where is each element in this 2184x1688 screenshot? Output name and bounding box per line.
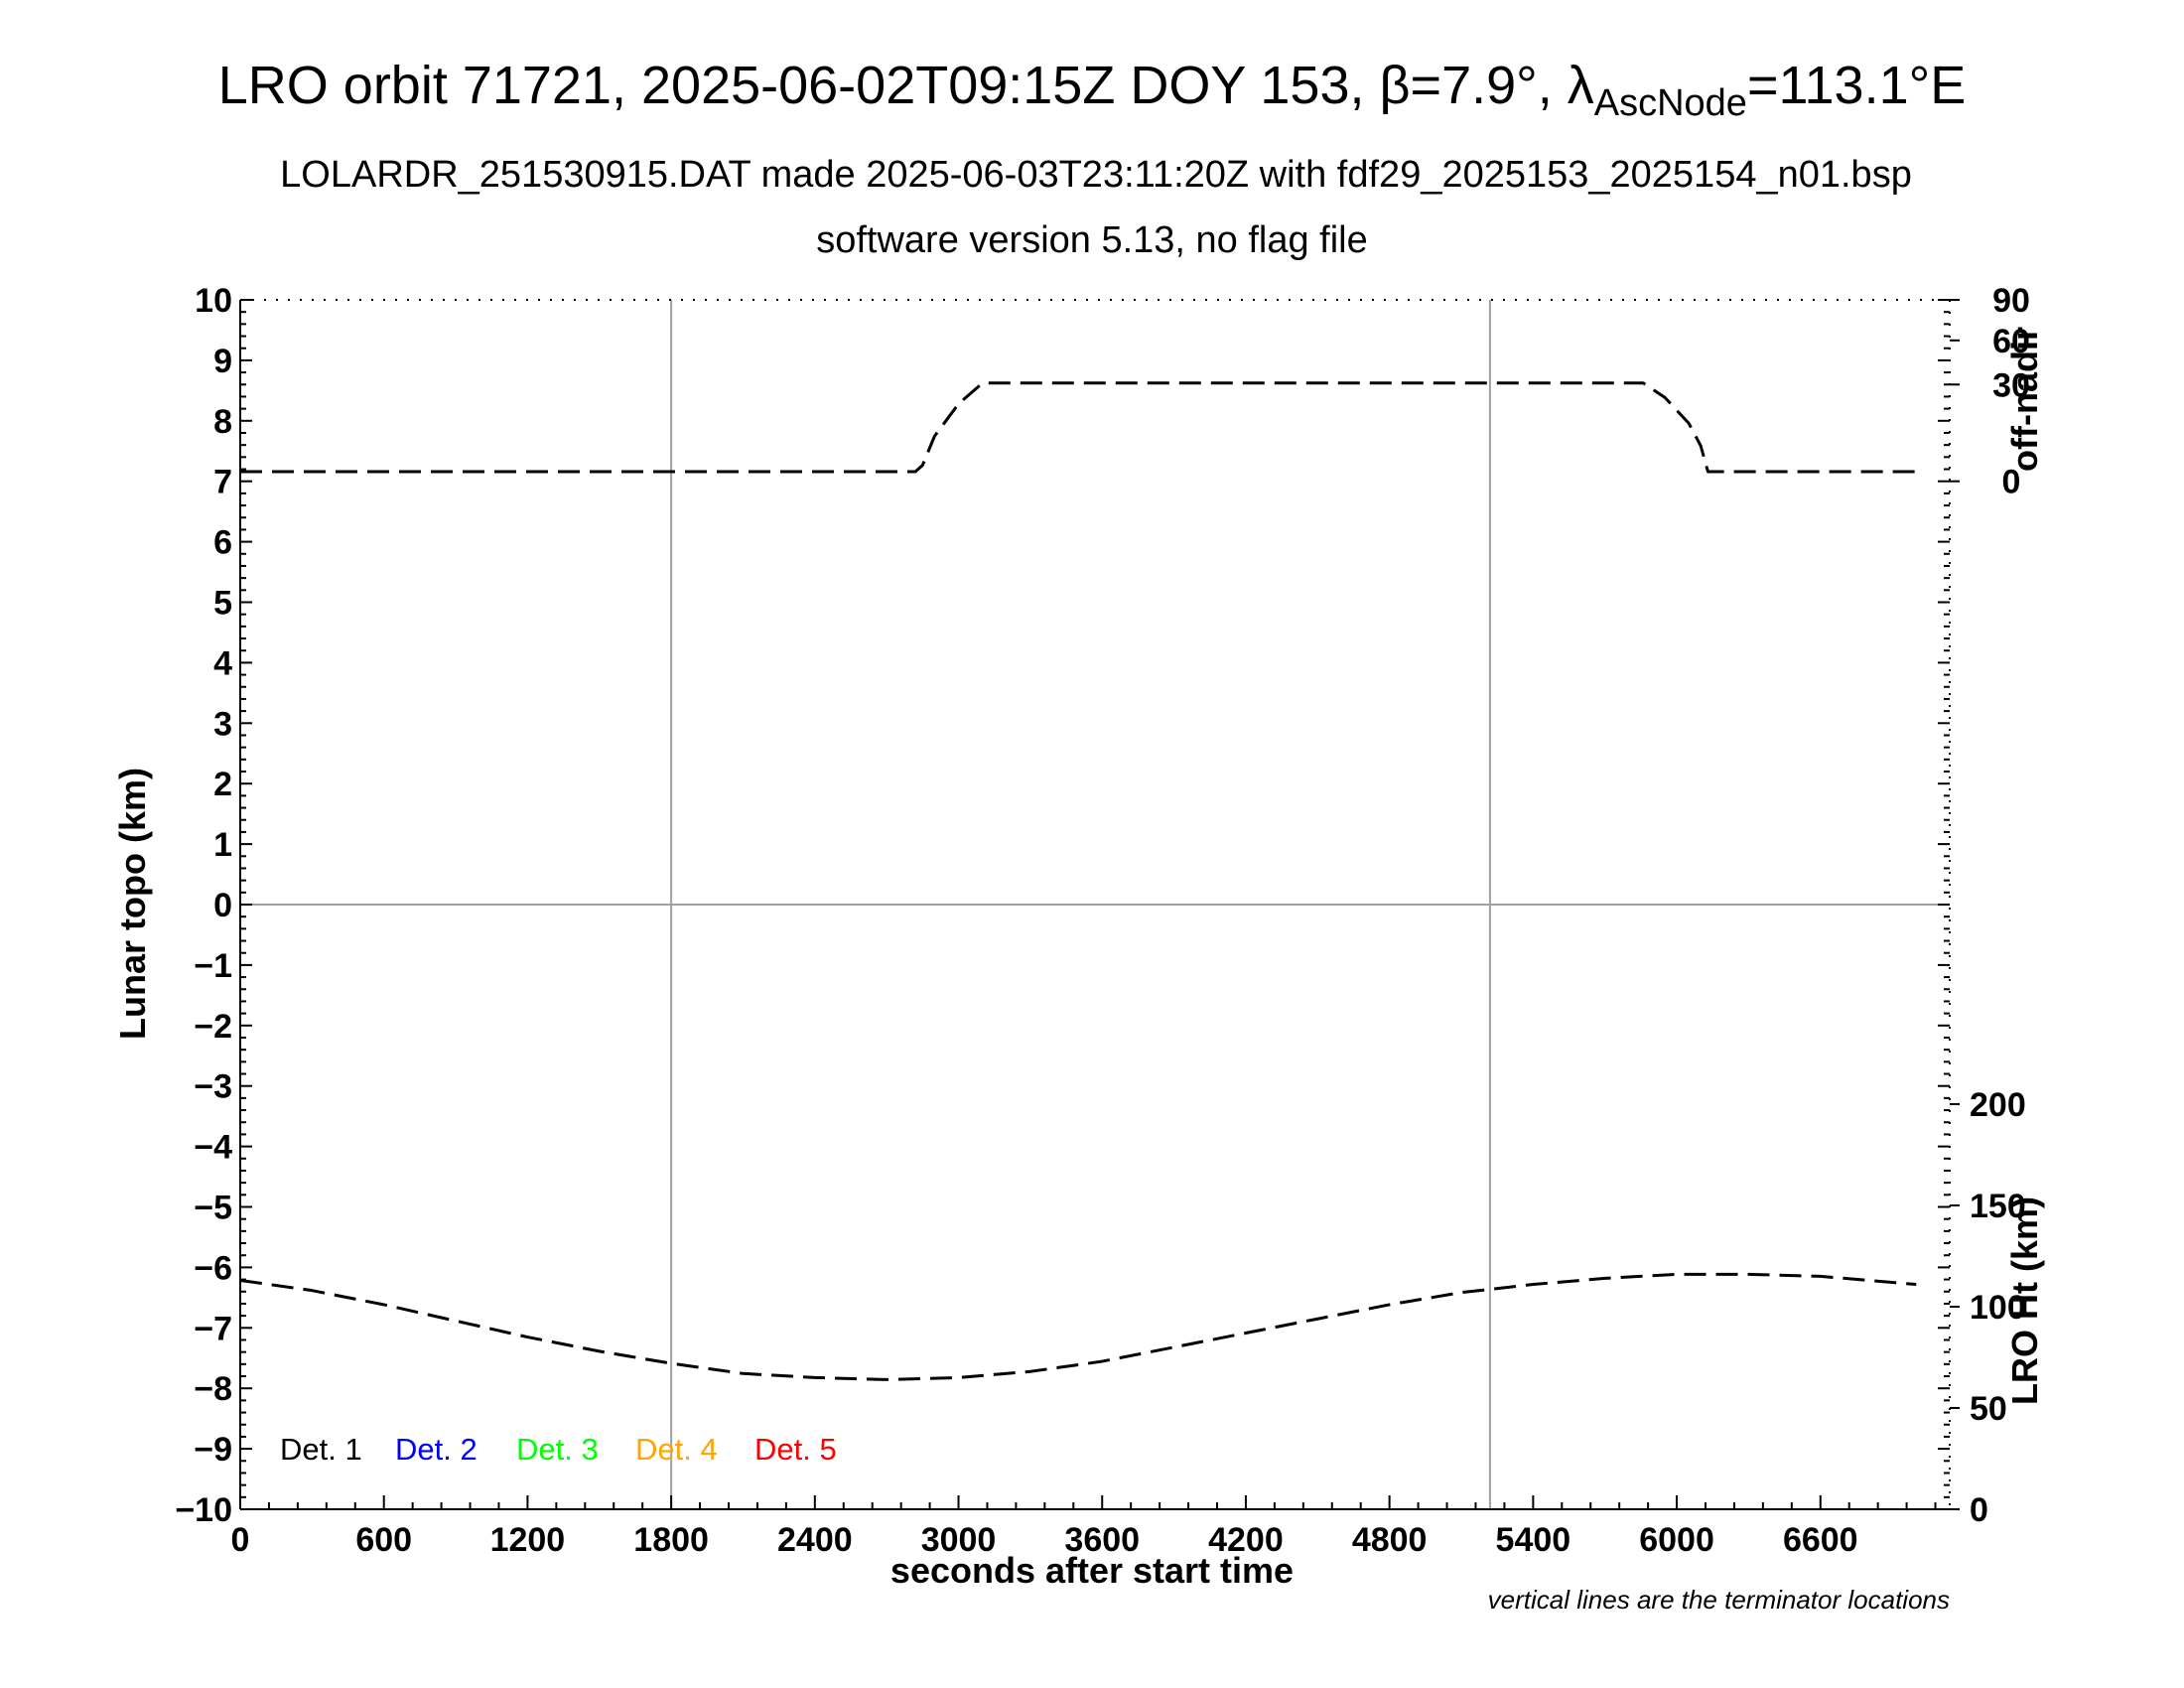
- y-tick-label-right-bottom: 0: [1970, 1491, 1988, 1529]
- y-axis-label-left: Lunar topo (km): [112, 768, 153, 1040]
- y-tick-label-left: −7: [194, 1310, 232, 1347]
- legend-entry: Det. 4: [635, 1432, 718, 1467]
- y-tick-label-right-bottom: 50: [1970, 1390, 2007, 1428]
- x-tick-label: 1800: [633, 1521, 709, 1559]
- y-tick-label-left: 7: [213, 464, 232, 501]
- legend-entry: Det. 1: [280, 1432, 362, 1467]
- y-tick-label-left: 0: [213, 887, 232, 924]
- y-axis-label-right-bottom: LRO Ht (km): [2004, 1196, 2045, 1405]
- y-tick-label-left: 1: [213, 826, 232, 864]
- x-tick-label: 3600: [1064, 1521, 1140, 1559]
- y-tick-label-left: −6: [194, 1249, 232, 1287]
- y-tick-label-left: −9: [194, 1431, 232, 1469]
- y-tick-label-left: 10: [195, 282, 232, 320]
- y-tick-label-right-top: 0: [2002, 464, 2021, 501]
- chart-subtitle-1: LOLARDR_251530915.DAT made 2025-06-03T23…: [280, 154, 1912, 196]
- lro-height-series: [239, 1272, 1917, 1381]
- y-tick-label-right-top: 30: [1992, 366, 2030, 404]
- x-tick-label: 2400: [777, 1521, 853, 1559]
- y-tick-label-left: −5: [194, 1190, 232, 1227]
- x-tick-label: 4200: [1208, 1521, 1284, 1559]
- x-axis-label: seconds after start time: [890, 1550, 1294, 1591]
- y-tick-label-left: 9: [213, 343, 232, 380]
- y-tick-label-left: −4: [194, 1129, 232, 1167]
- y-tick-label-right-top: 60: [1992, 323, 2030, 360]
- y-tick-label-left: 2: [213, 766, 232, 803]
- legend-entry: Det. 2: [395, 1432, 478, 1467]
- label-layer: 0 600 1200 1800 2400 3000 3600 4200 4800 5400 6000…: [175, 282, 2030, 1559]
- legend-entry: Det. 3: [516, 1432, 599, 1467]
- x-tick-label: 6000: [1639, 1521, 1714, 1559]
- y-tick-label-left: 6: [213, 524, 232, 562]
- y-tick-label-right-bottom: 200: [1970, 1086, 2026, 1124]
- x-tick-label: 3000: [921, 1521, 997, 1559]
- y-tick-label-right-bottom: 150: [1970, 1188, 2026, 1225]
- y-tick-label-left: −3: [194, 1068, 232, 1106]
- y-axis-label-right-top: off-nadir: [2004, 327, 2045, 472]
- chart-subtitle-2: software version 5.13, no flag file: [816, 219, 1368, 261]
- grid-layer: [239, 299, 1951, 1510]
- y-tick-label-left: −1: [194, 947, 232, 985]
- chart-title: LRO orbit 71721, 2025-06-02T09:15Z DOY 1…: [218, 56, 1966, 124]
- y-tick-label-left: −8: [194, 1370, 232, 1408]
- off-nadir-series: [240, 381, 1917, 474]
- y-tick-label-right-bottom: 100: [1970, 1289, 2026, 1327]
- series-layer: [239, 381, 1917, 1381]
- terminator-note: vertical lines are the terminator locati…: [1488, 1585, 1950, 1615]
- x-tick-label: 0: [231, 1521, 250, 1559]
- x-tick-label: 600: [355, 1521, 412, 1559]
- y-tick-label-left: −2: [194, 1008, 232, 1046]
- legend-entry: Det. 5: [754, 1432, 837, 1467]
- y-tick-label-left: 4: [213, 644, 232, 682]
- x-tick-label: 1200: [490, 1521, 566, 1559]
- tick-layer: [239, 299, 1960, 1510]
- y-tick-label-left: 8: [213, 403, 232, 441]
- y-tick-label-right-top: 90: [1992, 282, 2030, 320]
- x-tick-label: 6600: [1783, 1521, 1858, 1559]
- x-tick-label: 5400: [1496, 1521, 1571, 1559]
- x-tick-label: 4800: [1352, 1521, 1428, 1559]
- y-tick-label-left: 5: [213, 585, 232, 623]
- y-tick-label-left: 3: [213, 705, 232, 743]
- y-tick-label-left: −10: [175, 1491, 232, 1529]
